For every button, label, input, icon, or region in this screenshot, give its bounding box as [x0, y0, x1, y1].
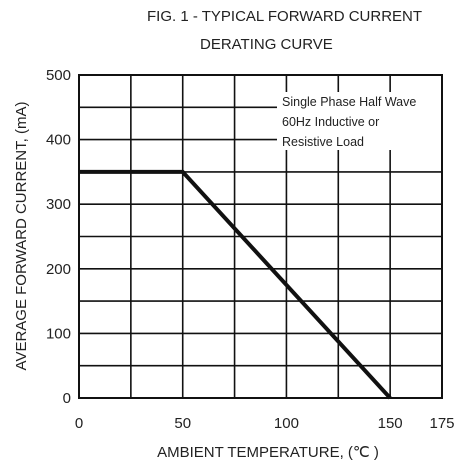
chart-title-line-2: DERATING CURVE: [200, 36, 333, 53]
annotation-background: [277, 92, 441, 150]
annotation-text-line: 60Hz Inductive or: [282, 115, 379, 129]
annotation-text-line: Single Phase Half Wave: [282, 95, 416, 109]
y-tick-label: 200: [46, 261, 71, 278]
y-axis-label: AVERAGE FORWARD CURRENT, (mA): [13, 102, 30, 371]
tick-labels: 0 50 100 150 175 0 100 200 300 400 500: [46, 67, 455, 432]
x-tick-label: 100: [274, 415, 299, 432]
y-tick-label: 100: [46, 325, 71, 342]
grid: [79, 75, 442, 398]
x-tick-label: 0: [75, 415, 83, 432]
x-tick-label: 150: [378, 415, 403, 432]
x-tick-label: 50: [174, 415, 191, 432]
annotation-text-line: Resistive Load: [282, 135, 364, 149]
y-tick-label: 400: [46, 132, 71, 149]
derating-curve: [79, 169, 392, 400]
y-tick-label: 500: [46, 67, 71, 84]
plot-frame: [78, 74, 443, 399]
series-group: [79, 169, 392, 400]
x-tick-label: 175: [429, 415, 454, 432]
annotation-group: Single Phase Half Wave 60Hz Inductive or R…: [277, 92, 441, 150]
y-tick-label: 0: [63, 390, 71, 407]
x-axis-label: AMBIENT TEMPERATURE, (℃ ): [157, 444, 379, 461]
y-tick-label: 300: [46, 196, 71, 213]
chart-title-line-1: FIG. 1 - TYPICAL FORWARD CURRENT: [147, 8, 423, 25]
